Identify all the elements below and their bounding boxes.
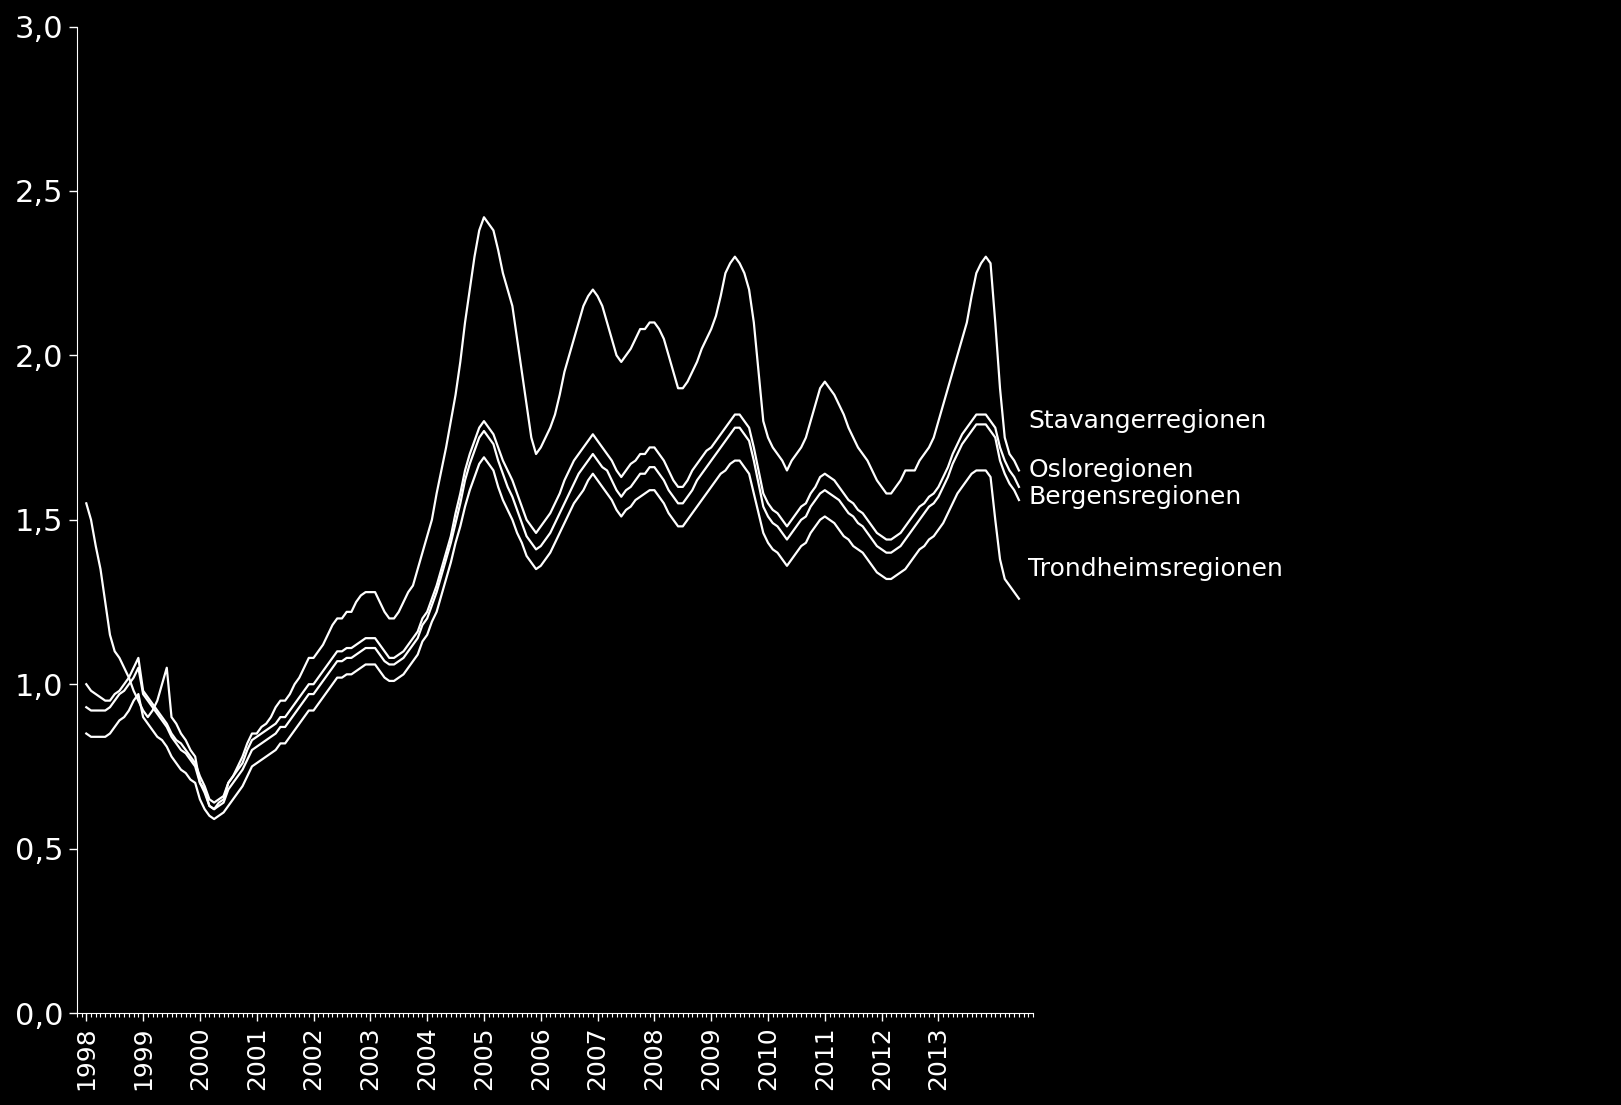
Text: Stavangerregionen: Stavangerregionen — [1028, 409, 1266, 433]
Text: Trondheimsregionen: Trondheimsregionen — [1028, 557, 1284, 581]
Text: Bergensregionen: Bergensregionen — [1028, 485, 1242, 508]
Text: Osloregionen: Osloregionen — [1028, 459, 1195, 483]
